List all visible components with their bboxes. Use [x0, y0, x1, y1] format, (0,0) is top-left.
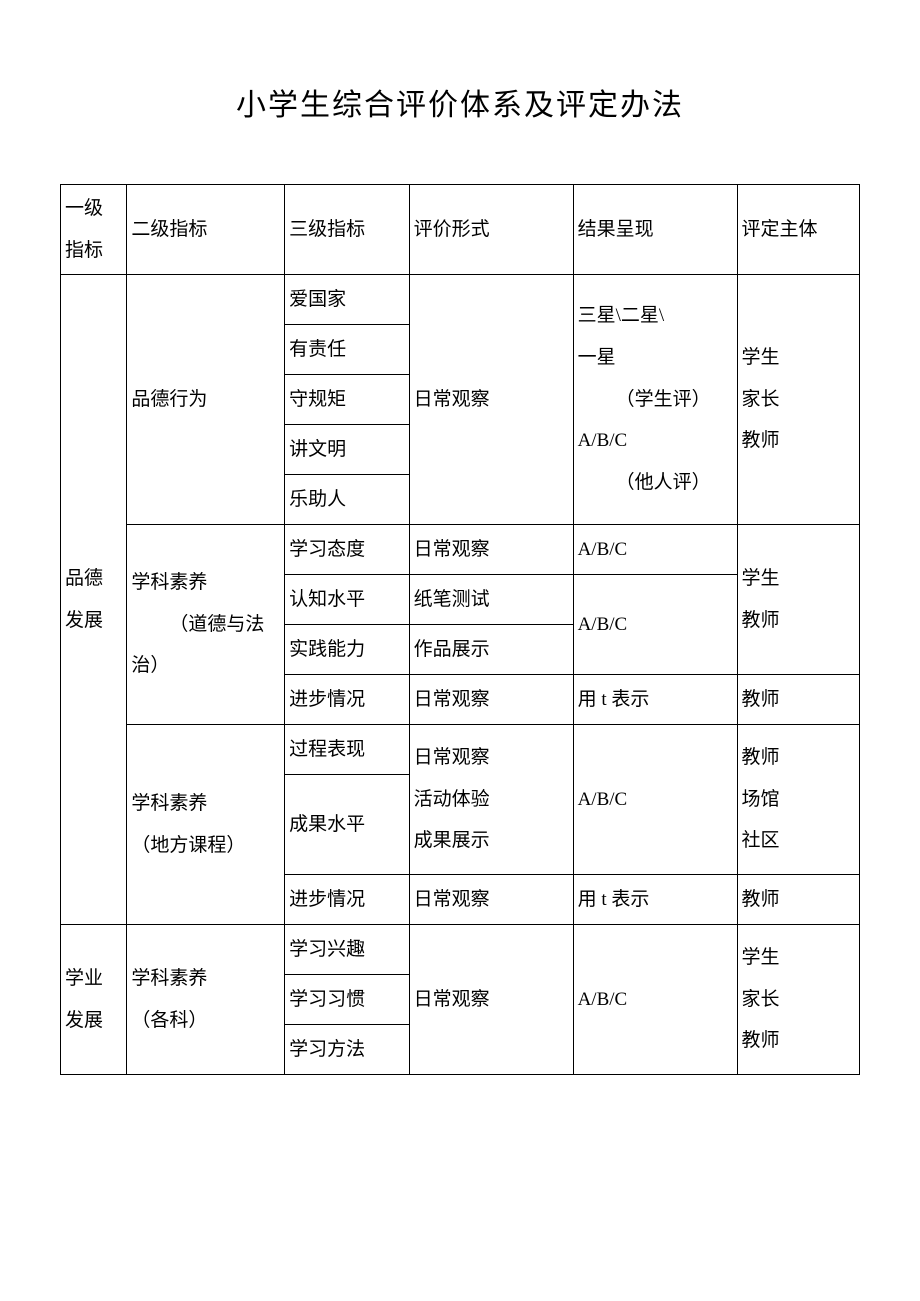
cell-line: 学生 — [742, 337, 855, 379]
cell-line: （地方课程） — [131, 825, 280, 867]
cell-line: 教师 — [742, 1020, 855, 1062]
sec1-g1-r2: 有责任 — [285, 325, 410, 375]
cell-line: 学科素养 — [131, 958, 280, 1000]
sec1-g2-r3c4: 作品展示 — [409, 625, 573, 675]
sec2-level1: 学业 发展 — [61, 925, 127, 1075]
sec1-g1-c5: 三星\二星\ 一星 （学生评） A/B/C （他人评） — [573, 275, 737, 525]
cell-line: 学科素养 — [131, 562, 280, 604]
sec1-g3-c6: 教师 场馆 社区 — [737, 725, 859, 875]
sec1-g3-r3c6: 教师 — [737, 875, 859, 925]
cell-line: 教师 — [742, 420, 855, 462]
cell-line: 家长 — [742, 379, 855, 421]
cell-line: 一星 — [578, 337, 733, 379]
cell-line: 三星\二星\ — [578, 295, 733, 337]
cell-line: 成果展示 — [414, 820, 569, 862]
sec1-g2-r1c3: 学习态度 — [285, 525, 410, 575]
sec2-c6: 学生 家长 教师 — [737, 925, 859, 1075]
cell-line: 场馆 — [742, 779, 855, 821]
cell-line: 活动体验 — [414, 779, 569, 821]
cell-line: A/B/C — [578, 420, 733, 462]
sec1-g3-r3c5: 用 t 表示 — [573, 875, 737, 925]
cell-line: （学生评） — [578, 379, 733, 421]
page-title: 小学生综合评价体系及评定办法 — [60, 80, 860, 124]
cell-line: 学科素养 — [131, 783, 280, 825]
sec1-g1-r3: 守规矩 — [285, 375, 410, 425]
header-c2: 二级指标 — [127, 185, 285, 275]
header-c3: 三级指标 — [285, 185, 410, 275]
sec1-g1-c4: 日常观察 — [409, 275, 573, 525]
sec1-g2-l2: 学科素养 （道德与法 治） — [127, 525, 285, 725]
sec1-g2-r2c3: 认知水平 — [285, 575, 410, 625]
sec1-level1: 品德 发展 — [61, 275, 127, 925]
sec1-g1-c6: 学生 家长 教师 — [737, 275, 859, 525]
evaluation-table: 一级 指标 二级指标 三级指标 评价形式 结果呈现 评定主体 品德 发展 品德行… — [60, 184, 860, 1075]
cell-line: （他人评） — [578, 462, 733, 504]
sec1-g1-r5: 乐助人 — [285, 475, 410, 525]
sec1-g2-r4c5: 用 t 表示 — [573, 675, 737, 725]
sec2-r1: 学习兴趣 — [285, 925, 410, 975]
cell-line: 日常观察 — [414, 737, 569, 779]
sec1-g1-l2: 品德行为 — [127, 275, 285, 525]
sec1-g3-c4: 日常观察 活动体验 成果展示 — [409, 725, 573, 875]
sec1-g2-r2c4: 纸笔测试 — [409, 575, 573, 625]
sec1-g2-r23c5: A/B/C — [573, 575, 737, 675]
sec1-g1-r1: 爱国家 — [285, 275, 410, 325]
sec1-g2-r4c4: 日常观察 — [409, 675, 573, 725]
cell-line: 学生 — [742, 937, 855, 979]
cell-line: 社区 — [742, 820, 855, 862]
sec1-g1-r4: 讲文明 — [285, 425, 410, 475]
sec1-g2-r3c3: 实践能力 — [285, 625, 410, 675]
sec1-g2-r13c6: 学生 教师 — [737, 525, 859, 675]
cell-line: （各科） — [131, 1000, 280, 1042]
sec1-g3-c5: A/B/C — [573, 725, 737, 875]
cell-line: （道德与法 — [131, 604, 280, 646]
header-c4: 评价形式 — [409, 185, 573, 275]
sec1-g3-r1c3: 过程表现 — [285, 725, 410, 775]
sec2-c4: 日常观察 — [409, 925, 573, 1075]
header-c1: 一级 指标 — [61, 185, 127, 275]
cell-line: 学生 — [742, 558, 855, 600]
sec2-c5: A/B/C — [573, 925, 737, 1075]
cell-line: 教师 — [742, 737, 855, 779]
cell-line: 治） — [131, 645, 280, 687]
sec1-g2-r1c5: A/B/C — [573, 525, 737, 575]
sec1-g3-l2: 学科素养 （地方课程） — [127, 725, 285, 925]
sec1-g2-r1c4: 日常观察 — [409, 525, 573, 575]
sec1-g3-r3c4: 日常观察 — [409, 875, 573, 925]
sec1-g2-r4c6: 教师 — [737, 675, 859, 725]
sec1-g3-r2c3: 成果水平 — [285, 775, 410, 875]
sec1-g2-r4c3: 进步情况 — [285, 675, 410, 725]
sec1-g3-r3c3: 进步情况 — [285, 875, 410, 925]
sec2-r3: 学习方法 — [285, 1025, 410, 1075]
header-c5: 结果呈现 — [573, 185, 737, 275]
cell-line: 教师 — [742, 600, 855, 642]
sec2-l2: 学科素养 （各科） — [127, 925, 285, 1075]
header-c6: 评定主体 — [737, 185, 859, 275]
sec2-r2: 学习习惯 — [285, 975, 410, 1025]
cell-line: 家长 — [742, 979, 855, 1021]
